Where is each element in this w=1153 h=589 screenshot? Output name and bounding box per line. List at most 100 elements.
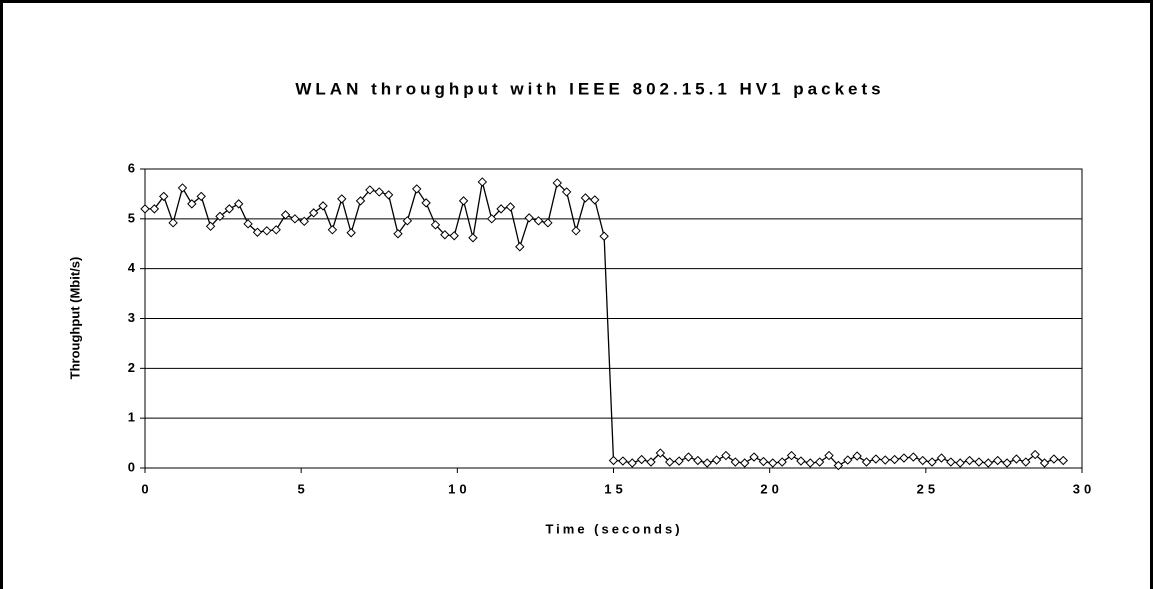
y-tick-label: 1 xyxy=(128,410,135,425)
marker xyxy=(561,187,572,197)
marker xyxy=(412,184,422,194)
marker xyxy=(833,460,844,471)
marker xyxy=(280,210,291,220)
x-tick-label: 15 xyxy=(604,481,626,496)
marker xyxy=(308,208,319,218)
marker xyxy=(730,457,741,467)
marker xyxy=(899,453,909,463)
marker xyxy=(711,455,722,465)
x-tick-label: 30 xyxy=(1073,481,1095,496)
marker xyxy=(177,183,188,193)
marker xyxy=(861,457,872,467)
line xyxy=(145,181,1064,467)
marker xyxy=(992,455,1003,466)
marker xyxy=(1002,458,1012,468)
marker xyxy=(355,196,366,206)
y-tick-label: 2 xyxy=(128,360,135,375)
marker xyxy=(337,194,347,204)
marker xyxy=(608,455,619,466)
marker xyxy=(168,218,178,228)
marker xyxy=(918,455,928,466)
marker xyxy=(233,199,244,209)
marker xyxy=(768,458,778,468)
marker xyxy=(477,177,488,187)
marker xyxy=(674,456,684,466)
y-tick-label: 4 xyxy=(128,260,136,275)
marker xyxy=(552,178,562,188)
marker xyxy=(983,458,994,468)
marker xyxy=(814,457,825,467)
marker xyxy=(571,226,581,236)
marker xyxy=(346,228,356,238)
marker xyxy=(636,454,647,465)
marker xyxy=(871,454,881,464)
marker xyxy=(683,452,694,462)
marker xyxy=(383,190,394,200)
marker xyxy=(1049,454,1059,464)
y-tick-label: 0 xyxy=(128,459,135,474)
marker xyxy=(290,214,300,224)
marker xyxy=(843,455,853,465)
chart-title: WLAN throughput with IEEE 802.15.1 HV1 p… xyxy=(295,79,884,98)
marker xyxy=(224,204,235,214)
marker xyxy=(964,455,975,466)
marker xyxy=(852,451,862,461)
marker xyxy=(215,211,225,222)
marker xyxy=(786,450,797,461)
marker xyxy=(262,226,272,236)
marker xyxy=(187,199,197,209)
marker xyxy=(271,225,281,235)
marker xyxy=(889,454,900,465)
marker xyxy=(1039,458,1050,468)
marker xyxy=(646,457,656,467)
marker xyxy=(365,185,375,195)
marker xyxy=(299,216,309,227)
marker xyxy=(805,458,815,468)
marker xyxy=(543,218,553,228)
marker xyxy=(665,457,675,467)
y-tick-label: 5 xyxy=(128,210,135,225)
marker xyxy=(1021,457,1031,467)
marker xyxy=(590,195,600,205)
marker xyxy=(693,455,703,466)
marker xyxy=(739,458,750,468)
marker xyxy=(880,455,890,465)
marker xyxy=(908,452,919,462)
marker xyxy=(252,227,263,237)
marker xyxy=(205,221,216,232)
marker xyxy=(824,450,834,461)
marker xyxy=(1011,454,1022,464)
marker xyxy=(458,196,469,206)
marker xyxy=(946,457,956,467)
x-tick-label: 0 xyxy=(141,481,152,496)
marker xyxy=(524,213,534,223)
marker xyxy=(374,187,384,197)
marker xyxy=(430,220,441,230)
marker xyxy=(1058,455,1068,466)
marker xyxy=(327,225,338,235)
marker xyxy=(655,448,666,458)
marker xyxy=(702,458,712,468)
marker xyxy=(318,201,328,211)
marker xyxy=(721,450,731,461)
marker xyxy=(955,458,965,468)
marker xyxy=(402,216,413,226)
marker xyxy=(599,231,609,241)
marker xyxy=(618,456,628,466)
marker xyxy=(496,204,506,214)
marker xyxy=(505,202,516,212)
marker xyxy=(149,204,160,214)
y-axis-label: Throughput (Mbit/s) xyxy=(67,257,82,380)
x-tick-label: 25 xyxy=(917,481,939,496)
marker xyxy=(1030,449,1040,460)
marker xyxy=(515,242,525,252)
x-tick-label: 10 xyxy=(448,481,470,496)
marker xyxy=(627,458,637,468)
marker xyxy=(927,457,937,467)
marker xyxy=(393,229,403,239)
marker xyxy=(449,231,459,241)
y-tick-label: 3 xyxy=(128,310,135,325)
marker xyxy=(533,216,544,226)
